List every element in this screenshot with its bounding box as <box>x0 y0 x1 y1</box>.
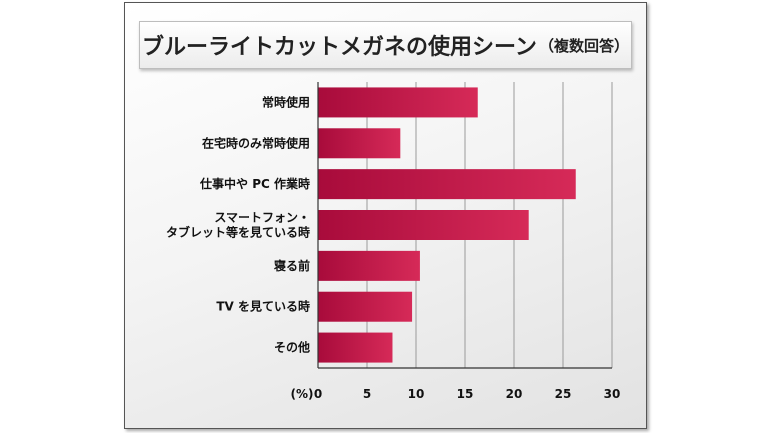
chart-frame: ブルーライトカットメガネの使用シーン （複数回答） 常時使用在宅時のみ常時使用仕… <box>124 2 647 429</box>
tick-label: 15 <box>457 387 474 401</box>
category-label: スマートフォン・ <box>214 211 310 225</box>
category-label: その他 <box>274 340 310 355</box>
category-label: 常時使用 <box>262 94 310 109</box>
category-label: 在宅時のみ常時使用 <box>202 135 310 150</box>
chart-subtitle: （複数回答） <box>538 36 629 55</box>
x-axis: 0 5 10 15 20 25 30 (%) <box>291 82 621 401</box>
unit-label: (%) <box>291 387 314 401</box>
bar <box>318 169 576 200</box>
tick-label: 20 <box>506 387 523 401</box>
bar <box>318 250 420 281</box>
bar <box>318 291 413 322</box>
category-label: TV を見ている時 <box>216 299 310 314</box>
bar <box>318 87 478 118</box>
category-label: タブレット等を見ている時 <box>166 225 310 240</box>
chart-title-box: ブルーライトカットメガネの使用シーン （複数回答） <box>139 21 632 69</box>
chart-title: ブルーライトカットメガネの使用シーン <box>142 35 537 60</box>
bar <box>318 128 401 159</box>
category-label: 寝る前 <box>274 258 310 273</box>
tick-label: 10 <box>408 387 425 401</box>
category-label: 仕事中や PC 作業時 <box>199 176 310 191</box>
bars <box>318 87 576 363</box>
bar <box>318 210 529 240</box>
bar <box>318 332 393 363</box>
tick-label: 30 <box>604 387 621 401</box>
tick-label: 5 <box>363 387 371 401</box>
tick-label: 25 <box>555 387 572 401</box>
tick-label: 0 <box>314 387 322 401</box>
